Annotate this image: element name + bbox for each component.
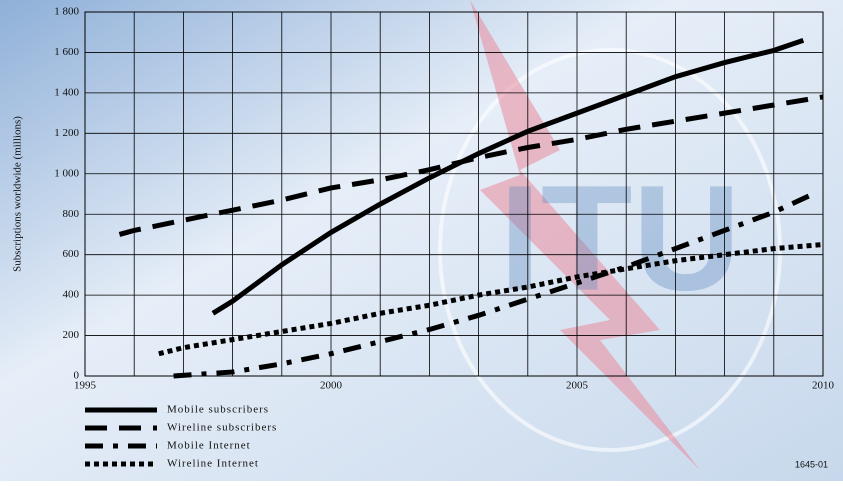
figure-code: 1645-01 — [795, 459, 828, 469]
y-tick-label: 400 — [63, 289, 80, 301]
y-tick-label: 1 800 — [54, 6, 79, 18]
y-tick-label: 1 400 — [54, 86, 79, 98]
legend-label: Wireline Internet — [167, 458, 259, 470]
y-tick-label: 1 000 — [54, 167, 79, 179]
y-axis-label: Subscriptions worldwide (millions) — [12, 116, 24, 272]
legend-label: Mobile Internet — [167, 440, 251, 452]
x-tick-label: 2010 — [812, 380, 835, 392]
legend-label: Mobile subscribers — [167, 404, 269, 416]
y-tick-label: 200 — [63, 329, 80, 341]
background-logo: ITU — [499, 154, 741, 322]
series-line — [158, 242, 824, 357]
y-tick-label: 1 600 — [54, 46, 79, 58]
y-tick-label: 600 — [63, 248, 80, 260]
y-tick-label: 0 — [74, 370, 80, 382]
series-line — [118, 94, 824, 237]
y-tick-label: 1 200 — [54, 127, 79, 139]
x-tick-label: 2000 — [320, 380, 343, 392]
y-tick-label: 800 — [63, 208, 80, 220]
series-line — [173, 191, 815, 379]
x-tick-label: 2005 — [566, 380, 589, 392]
legend-label: Wireline subscribers — [167, 422, 277, 434]
x-tick-label: 1995 — [74, 380, 97, 392]
series-line — [211, 37, 805, 316]
